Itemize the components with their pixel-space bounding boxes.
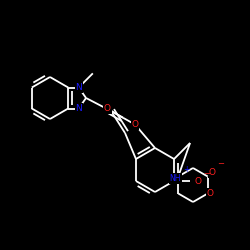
Text: O: O [208, 168, 215, 177]
Text: −: − [203, 169, 210, 178]
Text: O: O [194, 176, 202, 186]
Text: O: O [132, 120, 138, 129]
Text: O: O [104, 104, 111, 113]
Text: N: N [75, 83, 82, 92]
Text: O: O [206, 189, 213, 198]
Text: −: − [217, 160, 224, 168]
Text: NH: NH [170, 174, 181, 183]
Text: +: + [183, 166, 190, 174]
Text: N: N [75, 104, 82, 113]
